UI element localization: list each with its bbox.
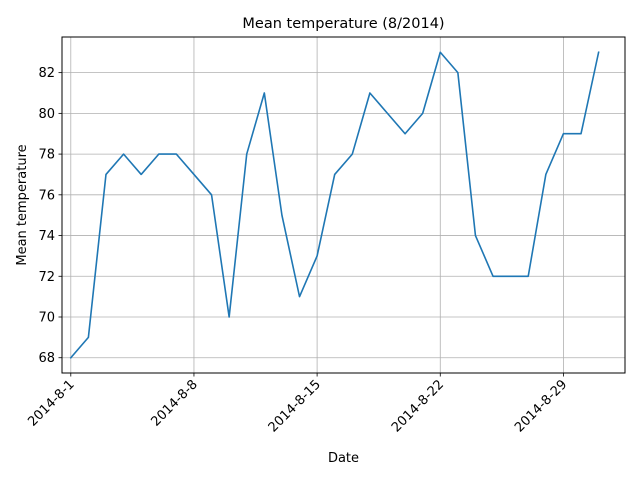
plot-frame <box>61 36 626 374</box>
y-tick-label: 68 <box>38 351 55 366</box>
series-line <box>69 51 600 359</box>
y-tick-label: 76 <box>38 188 55 203</box>
y-tick-label: 80 <box>38 107 55 122</box>
x-axis-label: Date <box>328 451 359 466</box>
y-tick-label: 72 <box>38 270 55 285</box>
y-tick-label: 78 <box>38 148 55 163</box>
series-group <box>69 51 600 359</box>
y-tick-label: 82 <box>38 66 55 81</box>
y-axis-label: Mean temperature <box>15 144 30 265</box>
grid <box>62 37 625 373</box>
y-tick-label: 74 <box>38 229 55 244</box>
y-tick-label: 70 <box>38 311 55 326</box>
chart-title: Mean temperature (8/2014) <box>242 16 444 32</box>
